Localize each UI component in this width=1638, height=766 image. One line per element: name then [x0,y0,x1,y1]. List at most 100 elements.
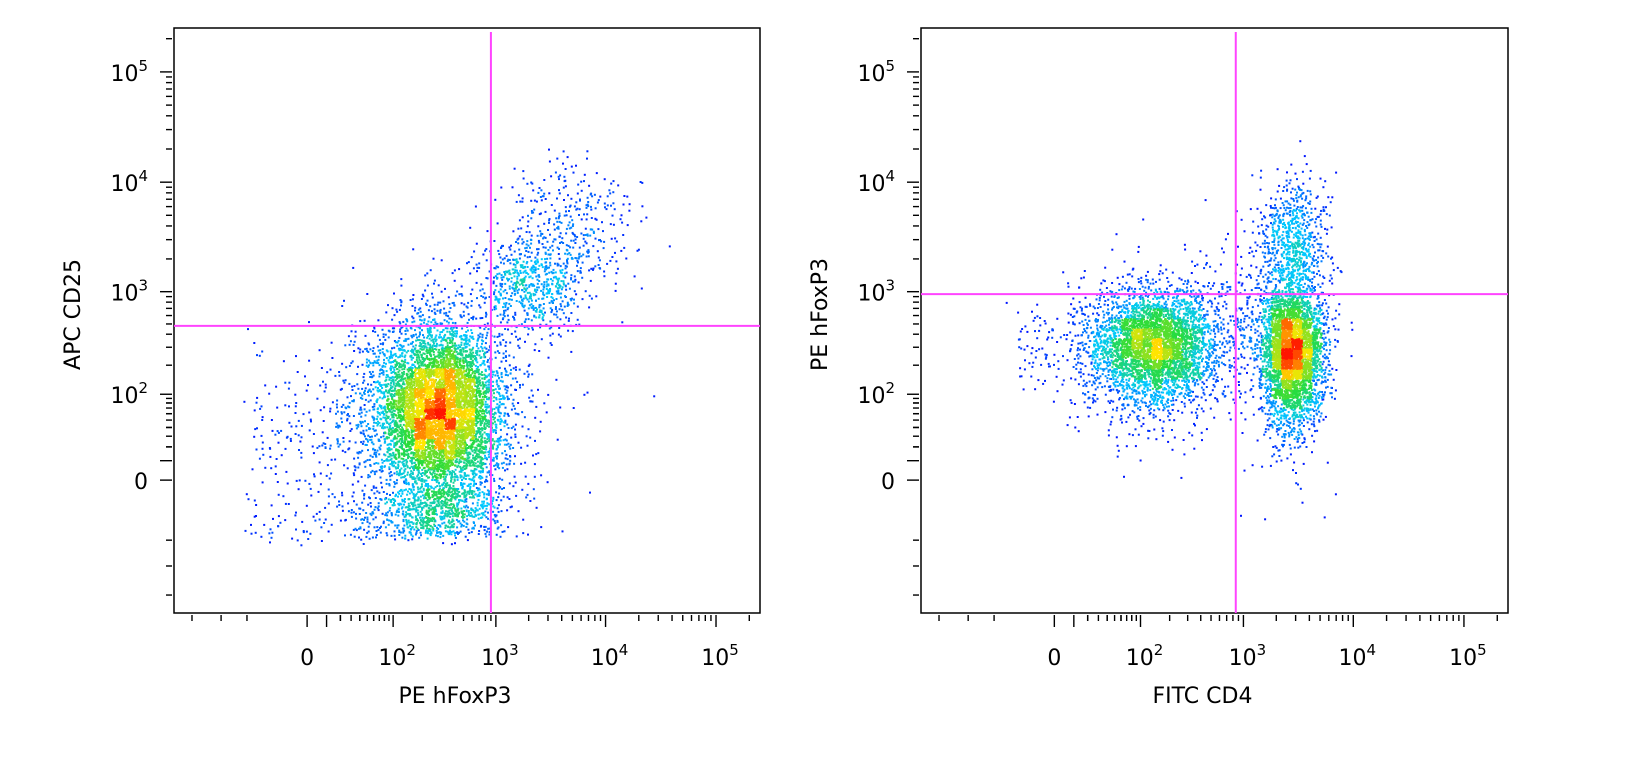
event-dot [270,504,273,507]
event-dot [456,494,459,497]
event-dot [484,381,487,384]
event-dot [367,351,370,353]
event-dot [402,428,404,431]
event-dot [400,442,402,445]
event-dot [531,182,534,185]
event-dot [521,411,524,414]
event-dot [580,232,583,235]
event-dot [525,243,528,246]
event-dot [256,396,259,399]
event-dot [329,410,332,413]
event-dot [580,255,583,258]
event-dot [527,333,530,336]
event-dot [343,381,346,384]
event-dot [548,327,551,330]
event-dot [439,515,442,518]
event-dot [435,334,438,337]
event-dot [517,413,520,416]
event-dot [459,499,462,502]
event-dot [511,186,514,189]
event-dot [414,481,417,484]
event-dot [473,475,476,478]
event-dot [416,499,419,502]
event-dot [501,278,504,281]
event-dot [437,301,440,304]
event-dot [405,506,408,509]
event-dot [392,438,395,441]
event-dot [515,200,518,203]
event-dot [337,426,340,429]
event-dot [419,499,422,502]
event-dot [389,422,392,425]
event-dot [368,427,370,430]
event-dot [448,491,450,493]
event-dot [521,488,524,491]
event-dot [295,355,297,358]
event-dot [402,430,405,432]
event-dot [542,237,545,240]
event-dot [398,529,401,532]
event-dot [406,473,409,476]
event-dot [448,317,451,320]
event-dot [536,258,539,261]
event-dot [383,453,386,456]
event-dot [498,298,501,301]
event-dot [539,420,542,423]
event-dot [455,350,458,353]
event-dot [556,438,559,441]
event-dot [477,429,480,431]
event-dot [374,381,377,384]
event-dot [551,272,554,275]
event-dot [504,270,507,273]
event-dot [533,199,536,202]
event-dot [431,348,434,351]
event-dot [416,336,418,339]
event-dot [529,295,531,298]
event-dot [378,453,381,456]
event-dot [576,318,579,321]
event-dot [357,466,360,469]
event-dot [449,491,452,494]
event-dot [420,514,423,517]
event-dot [562,262,565,265]
event-dot [467,354,470,357]
event-dot [379,389,382,392]
event-dot [452,493,454,496]
event-dot [295,479,298,482]
event-dot [538,275,541,278]
event-dot [356,383,359,386]
event-dot [566,257,569,260]
event-dot [477,365,479,368]
event-dot [509,447,512,450]
event-dot [425,515,428,518]
event-dot [479,332,482,335]
event-dot [438,344,441,347]
event-dot [484,454,486,457]
event-dot [388,409,391,412]
event-dot [545,285,548,288]
event-dot [412,503,415,506]
event-dot [417,512,420,515]
event-dot [387,436,390,439]
event-dot [423,336,426,339]
event-dot [534,293,537,296]
event-dot [464,491,467,494]
event-dot [494,464,497,467]
event-dot [442,483,444,486]
event-dot [446,510,449,513]
event-dot [379,527,381,529]
event-dot [473,449,476,451]
event-dot [336,406,338,409]
event-dot [405,513,408,516]
event-dot [436,535,439,538]
event-dot [377,420,379,423]
event-dot [425,522,428,525]
event-dot [419,505,422,508]
event-dot [340,417,343,420]
event-dot [392,366,395,369]
event-dot [476,353,479,356]
event-dot [534,263,537,265]
event-dot [393,460,396,463]
event-dot [537,191,540,194]
event-dot [358,451,361,453]
